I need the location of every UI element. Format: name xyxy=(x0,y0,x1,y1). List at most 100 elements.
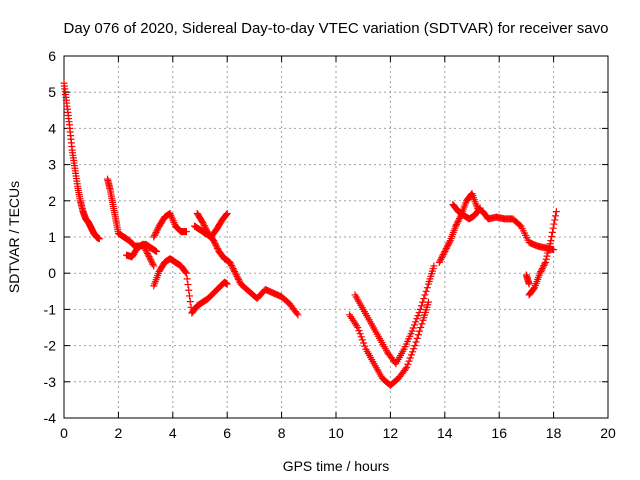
data-point xyxy=(445,240,453,248)
data-point xyxy=(417,324,425,331)
data-point xyxy=(186,298,194,306)
data-point xyxy=(455,216,463,224)
data-point xyxy=(232,271,240,279)
data-point xyxy=(435,258,443,266)
data-point xyxy=(475,205,483,213)
data-point xyxy=(410,345,418,353)
x-axis-label: GPS time / hours xyxy=(283,458,390,474)
data-point xyxy=(404,360,412,368)
data-point xyxy=(543,252,551,260)
data-point xyxy=(199,220,207,228)
data-point xyxy=(550,220,558,228)
data-point xyxy=(361,342,369,350)
x-tick-label: 8 xyxy=(278,425,286,441)
data-point xyxy=(234,275,242,283)
data-point xyxy=(546,240,554,248)
y-tick-label: 5 xyxy=(48,84,56,100)
data-point xyxy=(154,225,162,233)
data-point xyxy=(416,327,424,335)
data-point xyxy=(210,238,218,246)
data-point xyxy=(403,363,411,371)
data-point xyxy=(151,231,159,239)
data-point xyxy=(144,251,152,259)
x-tick-label: 12 xyxy=(383,425,399,441)
data-point xyxy=(223,209,231,217)
data-point xyxy=(185,286,193,294)
data-point xyxy=(293,309,301,317)
data-point xyxy=(406,354,414,362)
data-point xyxy=(360,339,368,347)
y-tick-label: 4 xyxy=(48,120,56,136)
data-point xyxy=(147,257,155,265)
data-point xyxy=(420,295,428,303)
data-point xyxy=(549,224,557,232)
data-point xyxy=(140,243,148,251)
x-tick-label: 10 xyxy=(328,425,344,441)
data-point xyxy=(407,351,415,359)
data-point xyxy=(452,221,460,229)
data-point xyxy=(152,247,160,255)
data-point xyxy=(226,258,234,266)
data-point xyxy=(227,260,235,268)
data-point xyxy=(536,269,544,277)
series-g xyxy=(193,209,302,319)
series-k xyxy=(449,200,484,223)
series-j xyxy=(435,190,558,266)
data-point xyxy=(416,305,424,313)
data-point xyxy=(210,237,218,245)
y-tick-label: 2 xyxy=(48,193,56,209)
data-point xyxy=(144,250,152,258)
data-point xyxy=(538,266,546,274)
x-tick-label: 0 xyxy=(60,425,68,441)
series-l xyxy=(525,208,560,299)
data-point xyxy=(542,255,550,263)
data-point xyxy=(444,241,452,249)
y-axis-label: SDTVAR / TECUs xyxy=(6,181,22,293)
data-point xyxy=(141,245,149,253)
data-point xyxy=(186,292,194,300)
y-tick-label: 6 xyxy=(48,48,56,64)
data-point xyxy=(183,275,191,283)
data-point xyxy=(409,348,417,356)
data-point xyxy=(454,217,462,225)
data-point xyxy=(231,269,239,277)
data-point xyxy=(234,274,242,282)
data-point xyxy=(539,263,547,271)
data-point xyxy=(182,269,190,277)
data-point xyxy=(146,254,154,262)
series-i xyxy=(351,262,438,368)
data-point xyxy=(235,277,243,285)
data-point xyxy=(182,228,190,236)
grid-lines xyxy=(64,56,608,418)
data-point xyxy=(294,311,302,319)
data-point xyxy=(437,255,445,263)
y-tick-labels: -4 -3 -2 -1 0 1 2 3 4 5 6 xyxy=(44,48,57,426)
data-point xyxy=(227,261,235,269)
data-point xyxy=(228,263,236,271)
data-point xyxy=(419,298,427,306)
data-point xyxy=(438,252,446,260)
data-point xyxy=(525,280,533,288)
data-point xyxy=(182,268,190,276)
data-points xyxy=(60,79,560,389)
data-point xyxy=(199,219,207,227)
data-point xyxy=(445,238,453,246)
data-point xyxy=(223,280,231,288)
data-point xyxy=(150,233,158,241)
data-point xyxy=(541,258,549,266)
data-point xyxy=(440,249,448,257)
data-point xyxy=(438,254,446,262)
data-point xyxy=(541,260,549,268)
data-point xyxy=(202,225,210,233)
data-point xyxy=(417,302,425,310)
data-point xyxy=(552,208,560,216)
series-d xyxy=(150,209,190,241)
data-point xyxy=(412,318,420,326)
data-point xyxy=(423,284,431,292)
chart-title: Day 076 of 2020, Sidereal Day-to-day VTE… xyxy=(64,20,609,37)
data-point xyxy=(213,243,221,251)
series-b xyxy=(104,175,160,255)
data-point xyxy=(413,334,421,342)
data-point xyxy=(200,222,208,230)
data-point xyxy=(139,240,147,248)
